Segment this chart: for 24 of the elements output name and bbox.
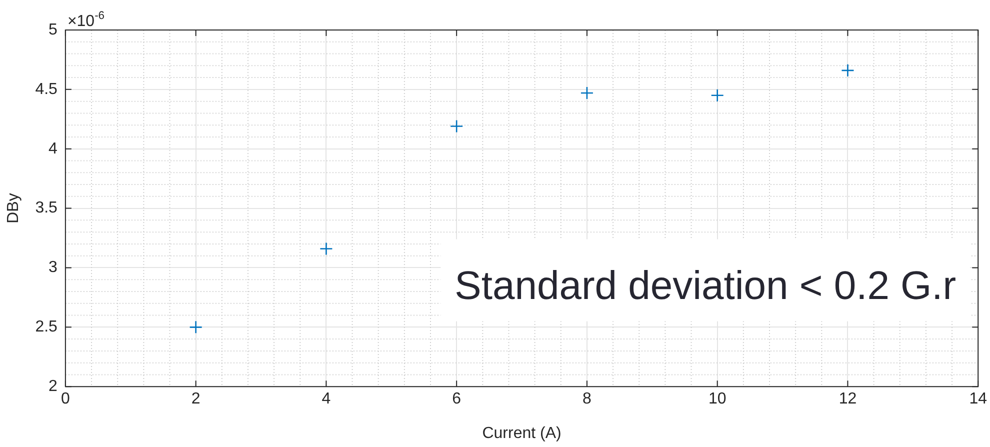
x-tick-label: 6 bbox=[452, 390, 462, 408]
x-tick-label: 0 bbox=[60, 390, 70, 408]
x-tick-label: 12 bbox=[838, 390, 857, 408]
point bbox=[450, 120, 464, 133]
point bbox=[320, 242, 333, 256]
x-tick-label: 4 bbox=[322, 390, 331, 408]
annotation: Standard deviation < 0.2 G.r bbox=[454, 264, 956, 308]
y-tick-label: 4 bbox=[48, 140, 58, 158]
y-tick-label: 2.5 bbox=[35, 318, 58, 336]
y-tick-label: 3.5 bbox=[35, 200, 58, 217]
x-tick-label: 10 bbox=[708, 390, 726, 408]
point bbox=[580, 86, 594, 100]
y-tick-label: 5 bbox=[48, 21, 58, 38]
point bbox=[841, 64, 854, 78]
x-tick-label: 14 bbox=[969, 390, 988, 408]
y-tick-label: 3 bbox=[48, 259, 58, 276]
x-tick-label: 2 bbox=[191, 390, 200, 408]
x-axis-title: Current (A) bbox=[482, 424, 562, 442]
x-tick-label: 8 bbox=[582, 390, 592, 408]
point bbox=[189, 320, 202, 334]
point bbox=[710, 88, 724, 102]
y-tick-label: 4.5 bbox=[35, 80, 58, 98]
y-axis-title: DBy bbox=[5, 193, 22, 224]
y-tick-label: 2 bbox=[48, 378, 58, 396]
